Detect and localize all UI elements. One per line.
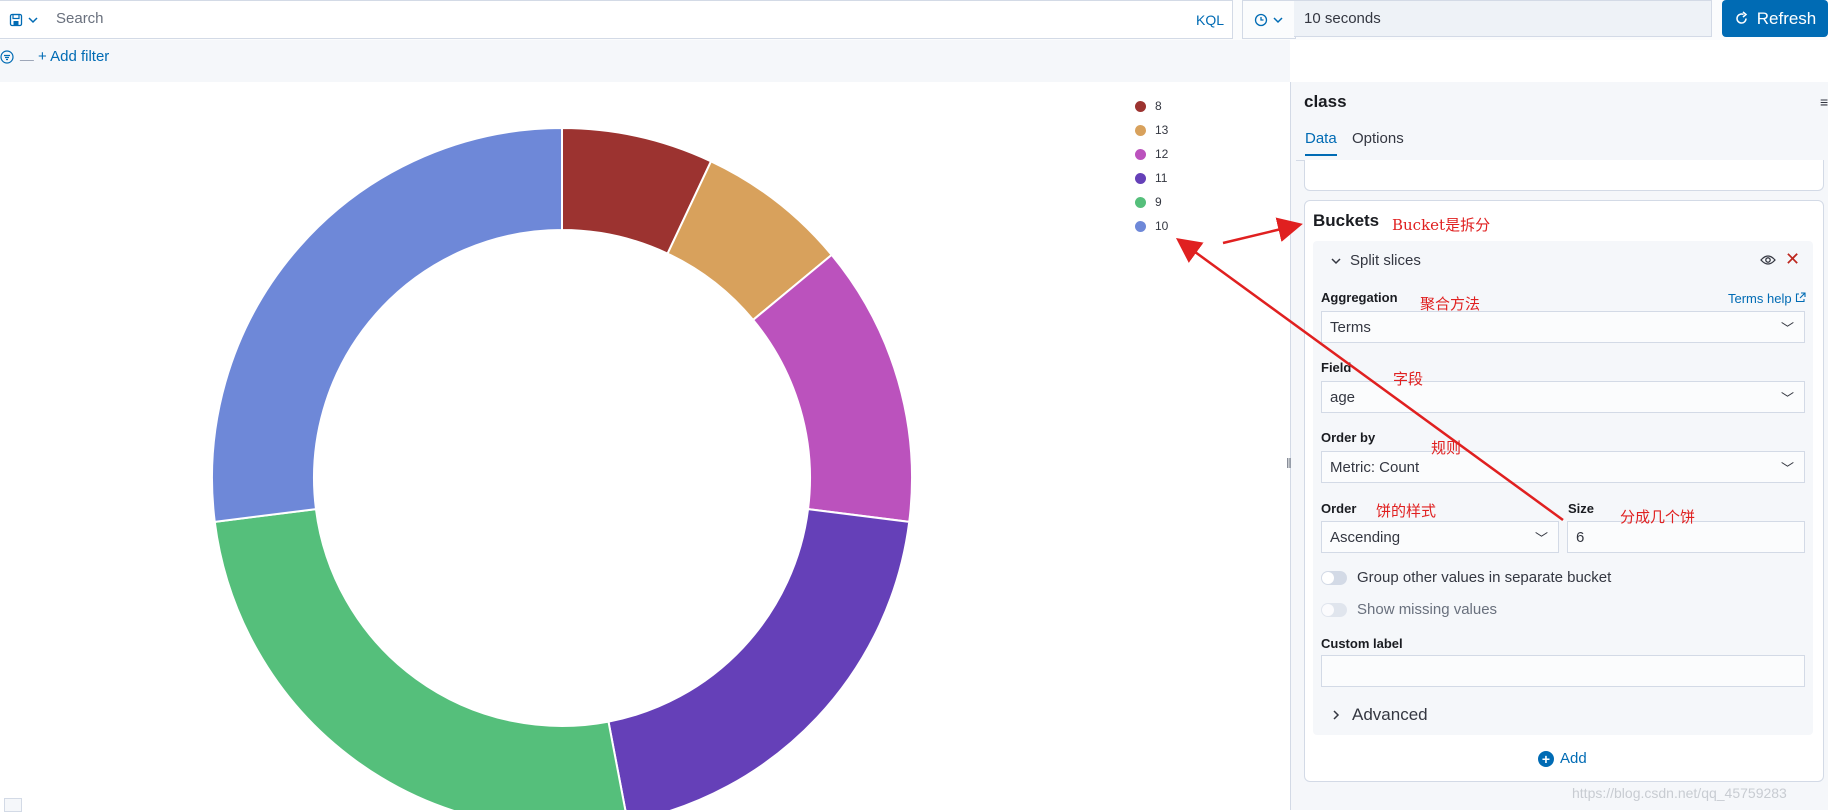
split-slices-toggle[interactable]: Split slices — [1330, 252, 1421, 269]
add-bucket-button[interactable]: + Add — [1538, 750, 1587, 767]
custom-label-input[interactable] — [1321, 655, 1805, 687]
legend-color-icon — [1135, 124, 1146, 136]
show-missing-toggle[interactable] — [1321, 603, 1347, 617]
pie-slice-11[interactable] — [607, 507, 911, 810]
annotation-size: 分成几个饼 — [1620, 508, 1696, 526]
group-other-toggle[interactable] — [1321, 571, 1347, 585]
aggregation-label: Aggregation — [1321, 290, 1398, 305]
terms-help-link[interactable]: Terms help — [1728, 291, 1806, 306]
metrics-card — [1304, 160, 1824, 191]
filter-options-icon[interactable]: — — [0, 50, 34, 67]
order-value: Ascending — [1330, 528, 1401, 546]
aggregation-select[interactable]: Terms ﹀ — [1321, 311, 1805, 343]
search-box — [48, 0, 1189, 39]
menu-icon[interactable]: ≡ — [1820, 94, 1828, 110]
save-icon — [9, 13, 23, 26]
advanced-toggle[interactable]: Advanced — [1330, 705, 1428, 725]
plus-icon: + — [1538, 750, 1554, 767]
legend-item[interactable]: 8 — [1135, 94, 1168, 118]
field-value: age — [1330, 388, 1356, 406]
chevron-down-icon — [1331, 257, 1341, 264]
legend-item[interactable]: 11 — [1135, 166, 1168, 190]
orderby-label: Order by — [1321, 430, 1376, 445]
kql-toggle-button[interactable]: KQL — [1188, 0, 1233, 39]
legend-item[interactable]: 12 — [1135, 142, 1168, 166]
legend-label: 9 — [1155, 195, 1162, 209]
annotation-bucket: Bucket是拆分 — [1392, 216, 1491, 234]
size-label: Size — [1568, 501, 1595, 516]
chevron-down-icon — [1273, 16, 1283, 23]
donut-chart — [211, 126, 913, 810]
field-label: Field — [1321, 360, 1352, 375]
terms-help-label: Terms help — [1728, 291, 1792, 306]
clock-icon — [1254, 13, 1268, 26]
watermark: https://blog.csdn.net/qq_45759283 — [1572, 785, 1787, 801]
panel-title: class — [1304, 92, 1347, 111]
refresh-icon — [1736, 11, 1747, 24]
orderby-value: Metric: Count — [1330, 458, 1420, 476]
chart-legend: 8 13 12 11 9 10 — [1135, 94, 1168, 238]
tab-options[interactable]: Options — [1352, 130, 1404, 147]
add-label: Add — [1560, 750, 1587, 767]
chevron-down-icon: ﹀ — [1534, 531, 1548, 546]
resize-handle-icon[interactable]: ‖ — [1286, 455, 1292, 471]
chevron-right-icon — [1333, 710, 1340, 720]
external-link-icon — [1796, 292, 1806, 303]
quick-menu-button[interactable] — [1242, 0, 1296, 39]
buckets-title: Buckets — [1313, 211, 1380, 230]
legend-label: 10 — [1155, 219, 1169, 233]
chevron-down-icon: ﹀ — [1780, 321, 1794, 336]
legend-item[interactable]: 13 — [1135, 118, 1168, 142]
annotation-order: 饼的样式 — [1376, 502, 1437, 520]
legend-label: 12 — [1155, 147, 1169, 161]
eye-icon[interactable] — [1760, 253, 1776, 270]
size-value: 6 — [1576, 528, 1585, 546]
legend-label: 11 — [1155, 171, 1168, 185]
legend-label: 8 — [1155, 99, 1162, 113]
tab-data[interactable]: Data — [1305, 130, 1337, 156]
refresh-interval-field[interactable]: 10 seconds — [1294, 0, 1712, 37]
orderby-select[interactable]: Metric: Count ﹀ — [1321, 451, 1805, 483]
pie-slice-10[interactable] — [211, 126, 563, 523]
add-filter-link[interactable]: + Add filter — [38, 48, 110, 65]
legend-color-icon — [1135, 220, 1146, 232]
chevron-down-icon: ﹀ — [1780, 391, 1794, 406]
order-select[interactable]: Ascending ﹀ — [1321, 521, 1559, 553]
chevron-down-icon: ﹀ — [1780, 461, 1794, 476]
annotation-aggregation: 聚合方法 — [1420, 295, 1481, 313]
annotation-rule: 规则 — [1431, 439, 1462, 457]
legend-label: 13 — [1155, 123, 1169, 137]
annotation-arrow-buckets — [1222, 217, 1303, 245]
filter-bar — [0, 40, 1290, 82]
legend-item[interactable]: 10 — [1135, 214, 1168, 238]
order-label: Order — [1321, 501, 1357, 516]
split-slices-title: Split slices — [1350, 252, 1421, 269]
remove-aggregation-icon[interactable]: ✕ — [1785, 249, 1801, 269]
aggregation-value: Terms — [1330, 318, 1371, 336]
annotation-field: 字段 — [1393, 370, 1424, 388]
pie-slice-9[interactable] — [213, 507, 628, 810]
show-missing-label: Show missing values — [1357, 601, 1498, 618]
annotation-arrow-legend — [1175, 238, 1564, 522]
chevron-down-icon — [28, 16, 38, 23]
advanced-label: Advanced — [1352, 705, 1428, 724]
search-input[interactable] — [48, 1, 1164, 36]
refresh-label: Refresh — [1756, 8, 1817, 28]
size-input[interactable]: 6 — [1567, 521, 1805, 553]
field-select[interactable]: age ﹀ — [1321, 381, 1805, 413]
refresh-button[interactable]: Refresh — [1722, 0, 1828, 37]
saved-query-button[interactable] — [0, 0, 49, 39]
custom-label-label: Custom label — [1321, 636, 1403, 651]
legend-item[interactable]: 9 — [1135, 190, 1168, 214]
legend-color-icon — [1135, 148, 1146, 160]
legend-color-icon — [1135, 196, 1146, 208]
legend-color-icon — [1135, 100, 1146, 112]
legend-color-icon — [1135, 172, 1146, 184]
group-other-label: Group other values in separate bucket — [1357, 569, 1612, 586]
